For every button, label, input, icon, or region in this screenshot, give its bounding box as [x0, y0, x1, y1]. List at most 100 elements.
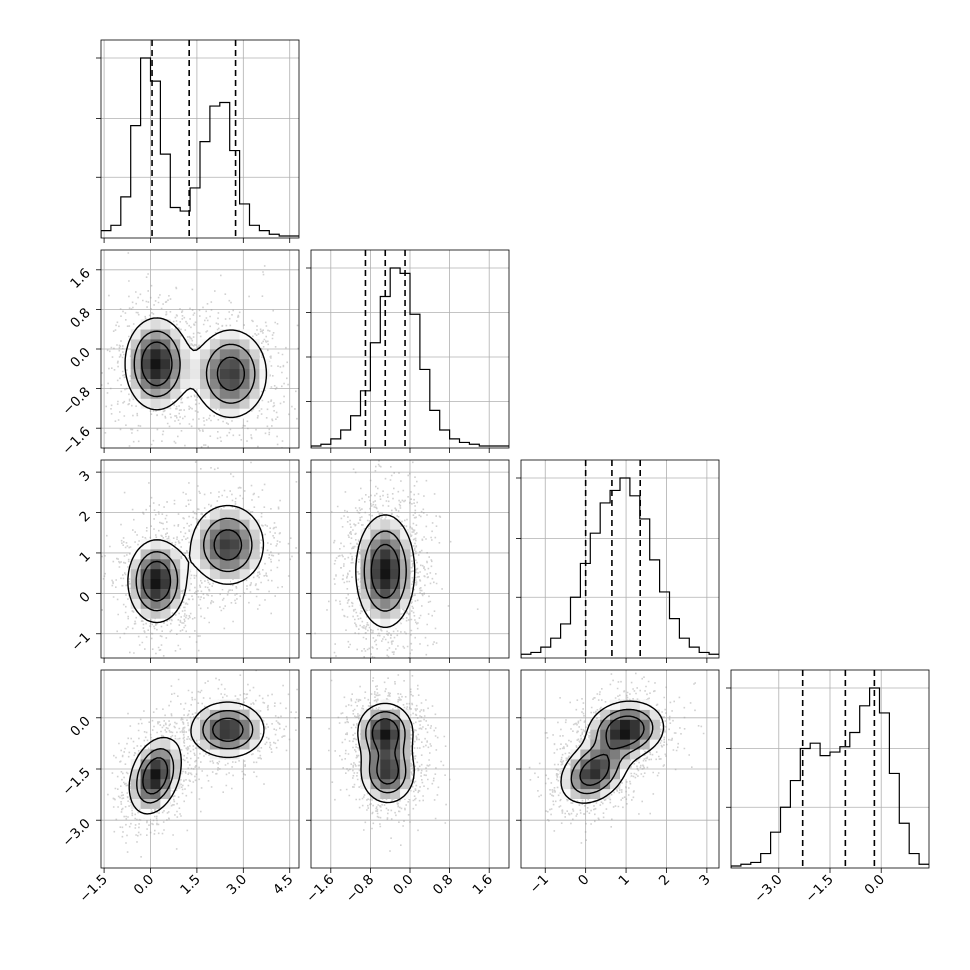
density-cell — [639, 739, 650, 750]
density-cell — [560, 788, 571, 799]
density-cell — [370, 608, 381, 619]
density-cell — [180, 559, 191, 570]
density-cell — [180, 568, 191, 580]
density-cell — [130, 568, 141, 580]
density-cell — [370, 578, 381, 589]
density-cell — [249, 539, 260, 550]
density-cell — [229, 378, 240, 389]
density-cell — [610, 709, 621, 720]
density-cell — [190, 549, 201, 560]
density-cell — [390, 529, 401, 540]
density-cell — [209, 539, 221, 550]
density-cell — [360, 749, 371, 760]
density-cell — [140, 798, 151, 809]
density-cell — [570, 769, 581, 780]
density-cell — [160, 788, 171, 799]
histogram-step — [521, 477, 719, 658]
density-cell — [209, 398, 221, 409]
density-cell — [380, 578, 391, 589]
density-cell — [150, 788, 161, 799]
density-cell — [229, 749, 240, 760]
density-cell — [140, 578, 151, 589]
density-cell — [620, 749, 631, 760]
panel-frame — [100, 39, 300, 239]
density-cell — [370, 549, 381, 560]
density-cell — [239, 378, 250, 389]
density-cell — [239, 388, 250, 399]
density-cell — [170, 578, 181, 589]
density-cell — [140, 378, 151, 389]
density-cell — [150, 358, 161, 370]
density-cell — [380, 739, 391, 750]
density-cell — [380, 568, 391, 580]
density-cell — [600, 729, 611, 740]
density-cell — [390, 588, 401, 599]
density-cell — [249, 709, 260, 720]
density-cell — [249, 549, 260, 560]
density-cell — [160, 368, 171, 379]
density-cell — [360, 769, 371, 780]
density-cell — [370, 788, 381, 799]
density-cell — [160, 378, 171, 389]
density-cell — [170, 349, 181, 360]
density-cell — [150, 539, 161, 550]
density-cell — [560, 769, 571, 780]
density-cell — [370, 778, 381, 790]
density-cell — [150, 778, 161, 790]
density-cell — [620, 739, 631, 750]
density-cell — [239, 709, 250, 720]
density-cell — [140, 388, 151, 399]
density-cell — [190, 529, 201, 540]
density-cell — [180, 339, 191, 350]
density-cell — [190, 539, 201, 550]
density-cell — [390, 539, 401, 550]
density-cell — [160, 749, 171, 760]
density-cell — [170, 358, 181, 370]
density-cell — [200, 739, 211, 750]
density-cell — [209, 568, 221, 580]
density-cell — [400, 739, 411, 750]
density-cell — [610, 729, 621, 740]
density-cell — [150, 319, 161, 330]
density-cell — [360, 588, 371, 599]
density-cell — [209, 529, 221, 540]
density-cell — [400, 749, 411, 760]
density-cell — [160, 398, 171, 409]
density-cell — [360, 709, 371, 720]
density-cell — [130, 769, 141, 780]
density-cell — [239, 549, 250, 560]
density-cell — [140, 568, 151, 580]
density-cell — [229, 549, 240, 560]
density-cell — [610, 739, 621, 750]
density-cell — [130, 759, 141, 770]
contour-level-0 — [128, 701, 265, 815]
density-cell — [209, 358, 221, 370]
density-cell — [380, 529, 391, 540]
density-cell — [400, 568, 411, 580]
hist-panel-2 — [516, 459, 720, 663]
density-cell — [190, 378, 201, 389]
density-cell — [140, 769, 151, 780]
density-cell — [380, 749, 391, 760]
density-cell — [170, 388, 181, 399]
density-cell — [400, 588, 411, 599]
density-cell — [649, 719, 660, 730]
hist-panel-0 — [96, 39, 300, 243]
density-cell — [360, 529, 371, 540]
density-cell — [249, 729, 260, 740]
density-cell — [180, 578, 191, 589]
density-cell — [370, 749, 381, 760]
density-cell — [200, 388, 211, 399]
density-cell — [380, 719, 391, 730]
contour-level-2 — [141, 341, 245, 391]
density-cell — [150, 598, 161, 609]
density-cell — [580, 769, 591, 780]
density-cell — [140, 608, 151, 619]
density-cell — [380, 549, 391, 560]
density-cell — [209, 739, 221, 750]
density-cell — [130, 798, 141, 809]
density-cell — [360, 539, 371, 550]
density-cell — [130, 339, 141, 350]
